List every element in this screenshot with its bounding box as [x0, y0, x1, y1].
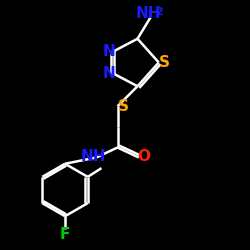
Text: 2: 2: [156, 7, 163, 17]
Text: S: S: [118, 99, 128, 114]
Text: N: N: [103, 44, 116, 59]
Text: N: N: [103, 66, 116, 81]
Text: S: S: [159, 55, 170, 70]
Text: O: O: [138, 149, 151, 164]
Text: NH: NH: [80, 149, 106, 164]
Text: F: F: [60, 227, 70, 242]
Text: NH: NH: [136, 6, 161, 21]
